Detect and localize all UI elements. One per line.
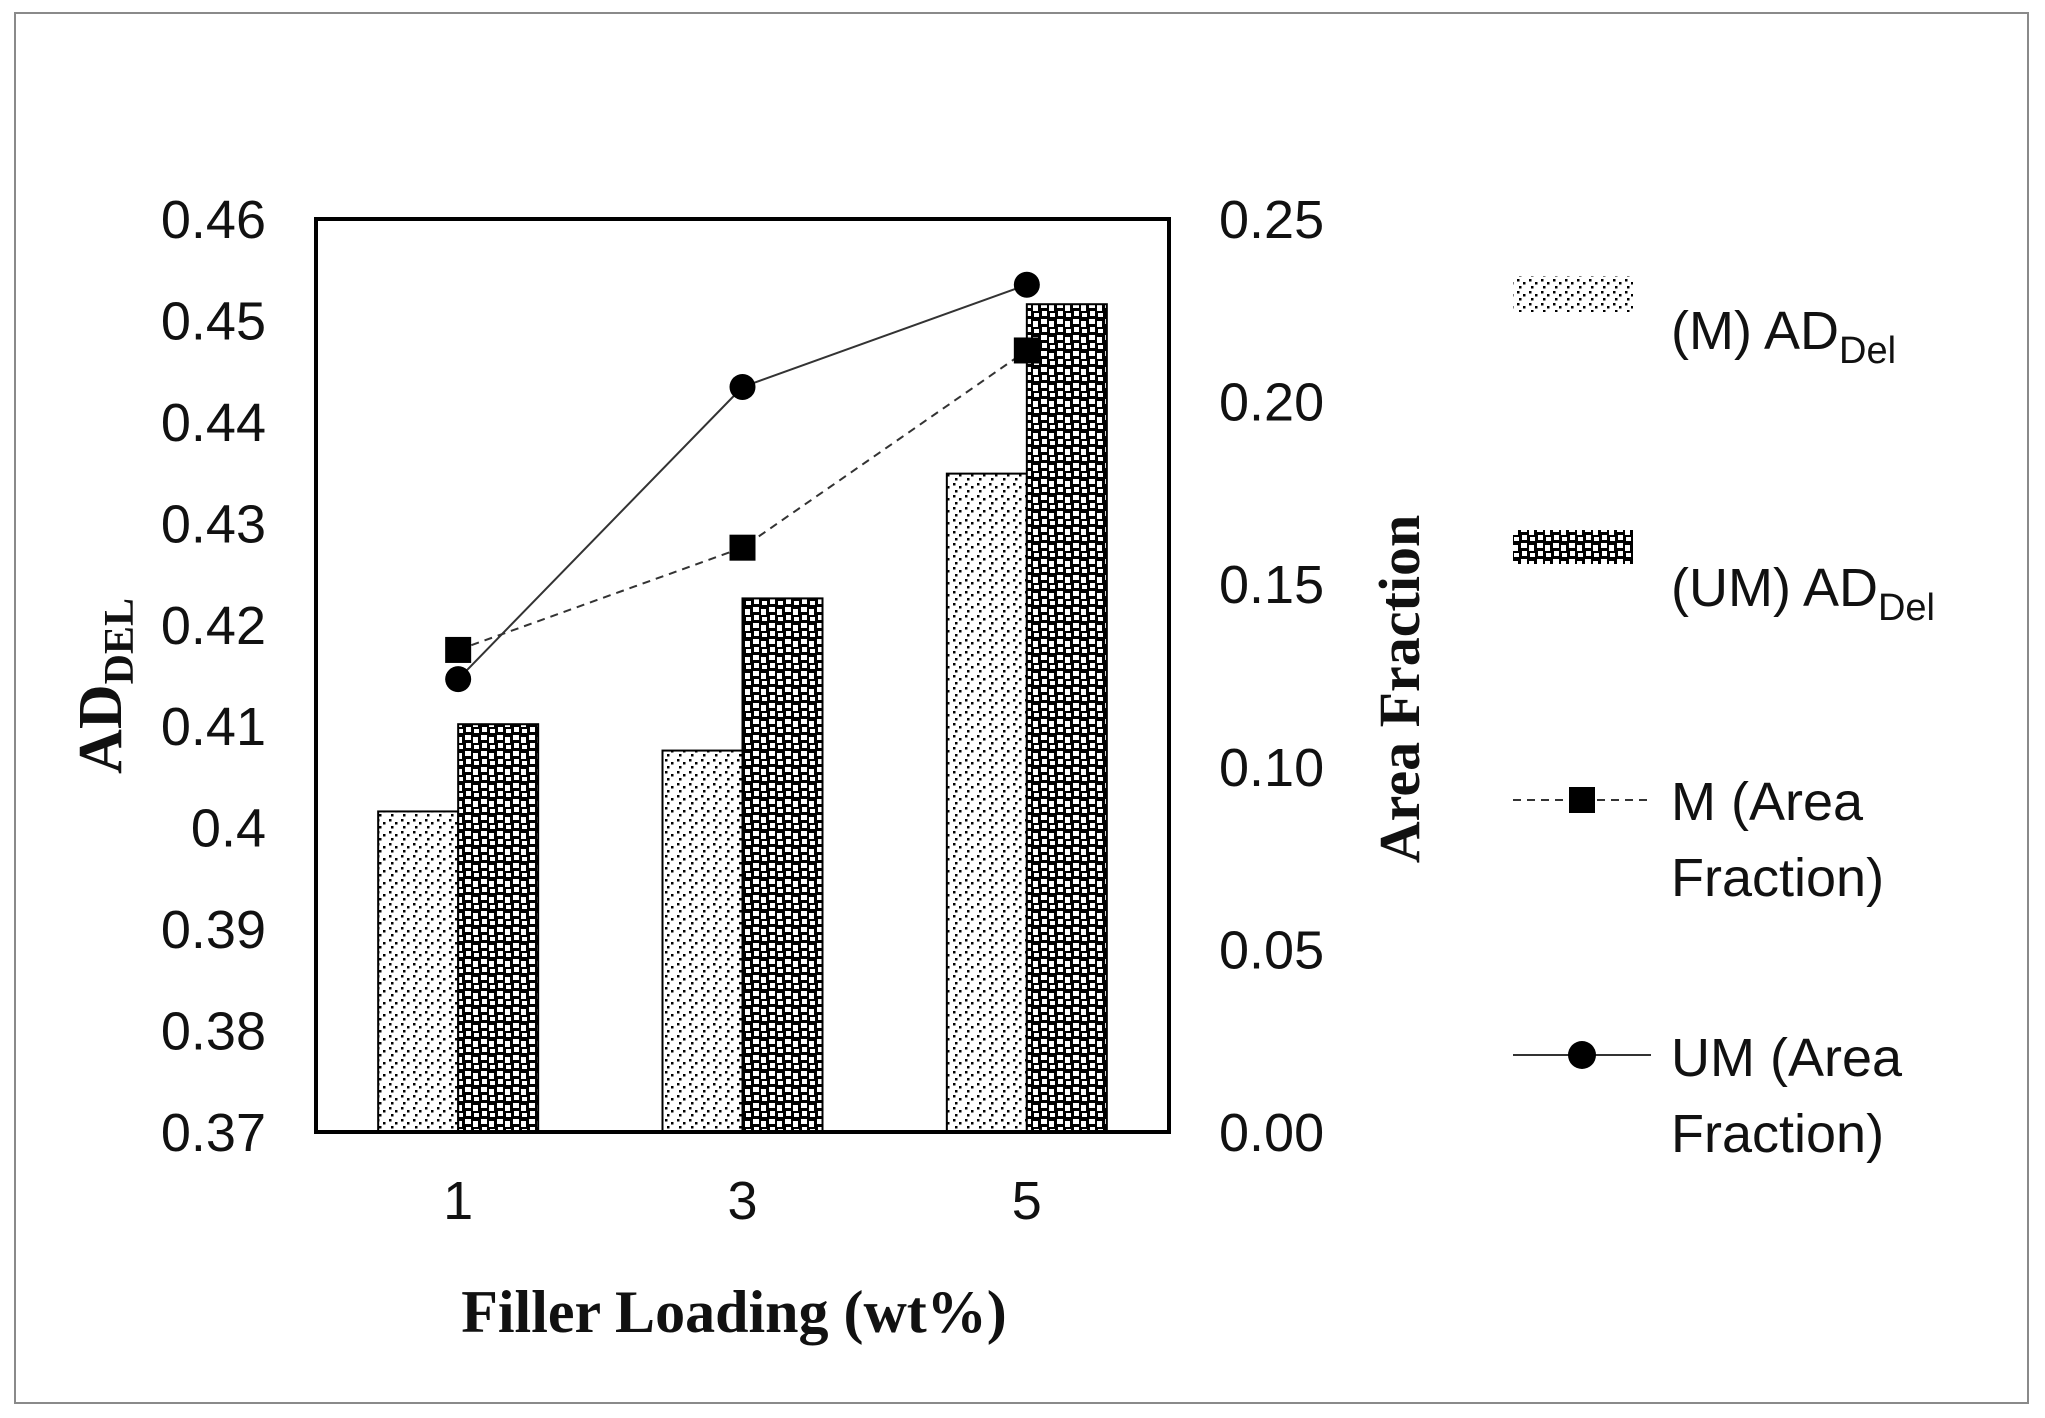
y-tick-label: 0.38 — [161, 1002, 266, 1062]
legend-swatch-um-addel — [1513, 530, 1633, 564]
line-m-area-fraction — [457, 349, 1028, 651]
y2-tick-label: 0.00 — [1219, 1103, 1324, 1163]
y-axis-title-sub: DEL — [97, 598, 143, 684]
point-um-area-1 — [445, 666, 472, 693]
y-tick-label: 0.42 — [161, 596, 266, 656]
point-m-area-1 — [445, 636, 472, 663]
legend: (M) ADDel (UM) ADDel M (Area Fraction) U… — [1513, 276, 1935, 1164]
y-axis-title: ADDEL — [67, 598, 143, 774]
bar-m-addel-1 — [377, 810, 460, 1133]
y-tick-label: 0.46 — [161, 190, 266, 250]
y-tick-label: 0.44 — [161, 393, 266, 453]
y-tick-label: 0.37 — [161, 1103, 266, 1163]
point-m-area-5 — [1013, 337, 1040, 364]
x-axis-ticks: 1 3 5 — [443, 1171, 1042, 1231]
y-axis-title-main: AD — [67, 684, 135, 774]
y-tick-label: 0.45 — [161, 291, 266, 351]
plot-area-border — [314, 217, 1171, 1134]
y-tick-label: 0.41 — [161, 697, 266, 757]
legend-swatch-m-addel — [1513, 276, 1633, 312]
chart-svg: 0.370.380.390.40.410.420.430.440.450.46 … — [67, 190, 1935, 1345]
bar-um-addel-5 — [1025, 303, 1108, 1134]
y2-tick-label: 0.15 — [1219, 555, 1324, 615]
legend-marker-circle-icon — [1568, 1041, 1596, 1069]
y2-tick-label: 0.05 — [1219, 920, 1324, 980]
bar-m-addel-3 — [661, 749, 744, 1134]
legend-label-um-area: UM (Area Fraction) — [1671, 1028, 1917, 1164]
x-tick-label: 5 — [1012, 1171, 1042, 1231]
chart-frame: 0.37 0.38 0.39 0.4 0.41 0.42 0.43 0.44 0.45 0.46 … — [14, 12, 2029, 1404]
y2-tick-label: 0.10 — [1219, 738, 1324, 798]
bar-um-addel-1 — [457, 723, 540, 1134]
x-tick-label: 3 — [727, 1171, 757, 1231]
x-tick-label: 1 — [443, 1171, 473, 1231]
lines-layer — [445, 271, 1040, 693]
legend-label-um-addel: (UM) ADDel — [1671, 558, 1935, 629]
bars-layer — [377, 303, 1108, 1134]
bar-um-addel-3 — [741, 597, 824, 1133]
x-axis-title: Filler Loading (wt%) — [461, 1279, 1007, 1345]
y-axis-ticks: 0.37 0.38 0.39 0.4 0.41 0.42 0.43 0.44 0.45 0.46 — [161, 190, 266, 1163]
legend-label-m-addel: (M) ADDel — [1671, 301, 1896, 372]
point-m-area-3 — [729, 534, 756, 561]
bar-m-addel-5 — [945, 472, 1028, 1133]
y2-axis-title: Area Fraction — [1367, 515, 1432, 863]
y2-tick-label: 0.20 — [1219, 373, 1324, 433]
y-tick-label: 0.39 — [161, 900, 266, 960]
legend-label-m-area: M (Area Fraction) — [1671, 772, 1884, 908]
y2-tick-label: 0.25 — [1219, 190, 1324, 250]
point-um-area-5 — [1013, 271, 1040, 298]
y-tick-label: 0.4 — [191, 799, 266, 859]
legend-marker-square-icon — [1569, 787, 1595, 813]
point-um-area-3 — [729, 373, 756, 400]
y2-axis-ticks: 0.00 0.05 0.10 0.15 0.20 0.25 — [1219, 190, 1324, 1163]
y-tick-label: 0.43 — [161, 494, 266, 554]
